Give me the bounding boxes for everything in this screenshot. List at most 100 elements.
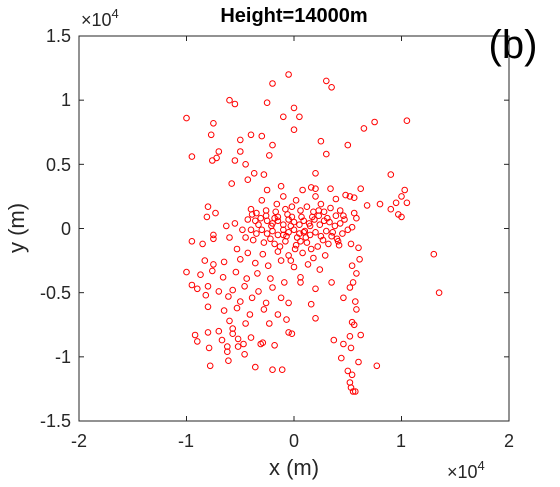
- data-point: [241, 351, 248, 358]
- data-point: [269, 284, 276, 291]
- x-tick-label: 0: [289, 431, 299, 451]
- data-point: [347, 240, 355, 248]
- data-point: [209, 157, 216, 164]
- data-point: [232, 268, 240, 276]
- data-point: [224, 343, 231, 350]
- data-point: [321, 252, 329, 259]
- data-point: [312, 193, 319, 200]
- data-point: [228, 180, 235, 187]
- data-point: [392, 199, 400, 207]
- data-point: [357, 185, 365, 192]
- data-point: [352, 298, 359, 305]
- data-point: [327, 204, 334, 212]
- data-point: [237, 136, 244, 144]
- data-point: [340, 212, 347, 219]
- data-point: [249, 236, 257, 244]
- y-axis-multiplier: ×104: [81, 6, 119, 30]
- data-point: [276, 243, 284, 250]
- data-point: [293, 234, 301, 241]
- data-point: [292, 241, 300, 249]
- data-point: [262, 299, 270, 307]
- data-point: [194, 338, 201, 345]
- data-point: [357, 331, 365, 339]
- data-point: [325, 240, 332, 248]
- data-point: [239, 226, 246, 234]
- data-point: [281, 279, 288, 286]
- data-point: [271, 342, 278, 349]
- data-point: [199, 240, 206, 248]
- data-point: [353, 214, 360, 222]
- data-point: [328, 84, 335, 91]
- y-multiplier-exponent: 4: [112, 6, 119, 21]
- data-point: [297, 238, 304, 245]
- data-point: [347, 384, 355, 391]
- data-point: [231, 100, 239, 108]
- data-point: [348, 223, 356, 231]
- data-point: [201, 257, 209, 264]
- data-point: [257, 214, 265, 222]
- data-point: [355, 244, 362, 252]
- data-point: [290, 226, 298, 234]
- data-point: [287, 257, 295, 264]
- data-point: [290, 263, 298, 271]
- data-point: [346, 193, 354, 200]
- data-point: [312, 229, 319, 236]
- data-point: [356, 256, 363, 263]
- data-point: [430, 250, 438, 258]
- y-tick-label: 1: [61, 90, 71, 110]
- data-point: [247, 131, 255, 139]
- data-point: [271, 240, 278, 248]
- data-point: [329, 229, 337, 236]
- data-point: [296, 113, 303, 121]
- y-tick-label: 0: [61, 219, 71, 239]
- data-point: [353, 270, 360, 277]
- data-point: [210, 231, 217, 239]
- x-tick-label: -1: [178, 431, 194, 451]
- data-point: [387, 205, 395, 213]
- data-point: [291, 245, 299, 253]
- data-point: [280, 226, 287, 234]
- data-point: [263, 230, 271, 237]
- data-point: [255, 288, 262, 295]
- data-point: [203, 213, 211, 221]
- x-tick-label: -2: [71, 431, 87, 451]
- data-point: [205, 344, 213, 352]
- data-point: [401, 186, 409, 194]
- data-point: [191, 331, 199, 339]
- data-point: [260, 306, 268, 313]
- data-point: [398, 193, 405, 200]
- data-point: [331, 222, 339, 230]
- data-point: [237, 256, 244, 263]
- data-point: [355, 358, 362, 366]
- data-point: [220, 307, 228, 314]
- data-point: [285, 299, 292, 307]
- data-point: [353, 306, 360, 313]
- y-tick-label: -1: [55, 347, 71, 367]
- data-point: [194, 285, 201, 293]
- x-multiplier-exponent: 4: [478, 458, 485, 473]
- data-point: [215, 148, 223, 155]
- data-point: [298, 213, 305, 221]
- data-point: [371, 118, 378, 126]
- y-tick-label: -1.5: [40, 411, 71, 431]
- data-point: [210, 235, 217, 243]
- data-point: [330, 336, 338, 344]
- data-point: [317, 200, 325, 208]
- data-point: [267, 275, 274, 282]
- data-point: [403, 117, 411, 124]
- data-point: [277, 294, 285, 302]
- data-point: [297, 279, 304, 286]
- data-point: [297, 274, 304, 281]
- data-point: [332, 212, 340, 219]
- data-point: [303, 203, 311, 210]
- data-point: [271, 214, 278, 222]
- data-point: [306, 222, 314, 230]
- data-point: [234, 335, 242, 343]
- y-axis-label: y (m): [4, 203, 29, 253]
- data-point: [344, 367, 352, 375]
- data-point: [349, 279, 357, 286]
- data-point: [242, 320, 249, 327]
- data-point: [231, 157, 239, 164]
- data-point: [350, 194, 358, 201]
- y-tick-label: 1.5: [46, 26, 71, 46]
